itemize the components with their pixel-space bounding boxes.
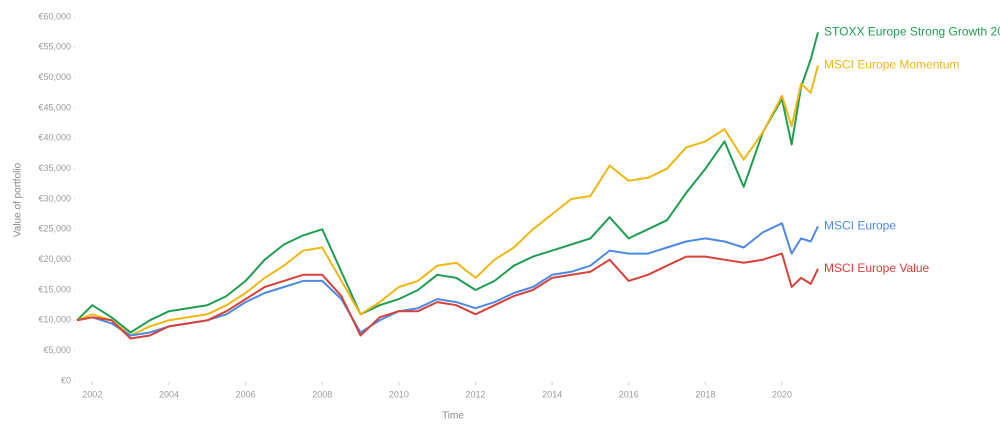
x-tick-label: 2018	[695, 389, 715, 399]
series-line	[76, 222, 819, 337]
y-tick-label: €45,000	[38, 102, 71, 112]
x-tick-label: 2008	[312, 389, 332, 399]
y-tick-label: €35,000	[38, 163, 71, 173]
y-tick-label: €0	[61, 375, 71, 385]
series-label: STOXX Europe Strong Growth 20	[824, 24, 1000, 38]
y-axis-title: Value of portfolio	[13, 162, 24, 237]
x-tick-label: 2004	[159, 389, 179, 399]
y-tick-label: €40,000	[38, 133, 71, 143]
series-line	[76, 252, 819, 340]
x-tick-label: 2020	[772, 389, 792, 399]
series-line	[76, 65, 819, 337]
y-tick-label: €15,000	[38, 284, 71, 294]
y-tick-label: €50,000	[38, 72, 71, 82]
series-label: MSCI Europe Value	[824, 261, 929, 275]
series-label: MSCI Europe Momentum	[824, 58, 959, 72]
series-label: MSCI Europe	[824, 218, 896, 232]
y-tick-label: €30,000	[38, 193, 71, 203]
x-tick-label: 2012	[465, 389, 485, 399]
y-tick-label: €10,000	[38, 315, 71, 325]
y-tick-label: €5,000	[43, 345, 71, 355]
series-line	[76, 31, 819, 334]
x-tick-label: 2006	[236, 389, 256, 399]
y-tick-label: €55,000	[38, 42, 71, 52]
x-axis-title: Time	[442, 411, 464, 422]
x-tick-label: 2010	[389, 389, 409, 399]
x-tick-label: 2014	[542, 389, 562, 399]
y-tick-label: €25,000	[38, 224, 71, 234]
x-tick-label: 2002	[82, 389, 102, 399]
x-tick-label: 2016	[619, 389, 639, 399]
y-tick-label: €60,000	[38, 11, 71, 21]
y-tick-label: €20,000	[38, 254, 71, 264]
